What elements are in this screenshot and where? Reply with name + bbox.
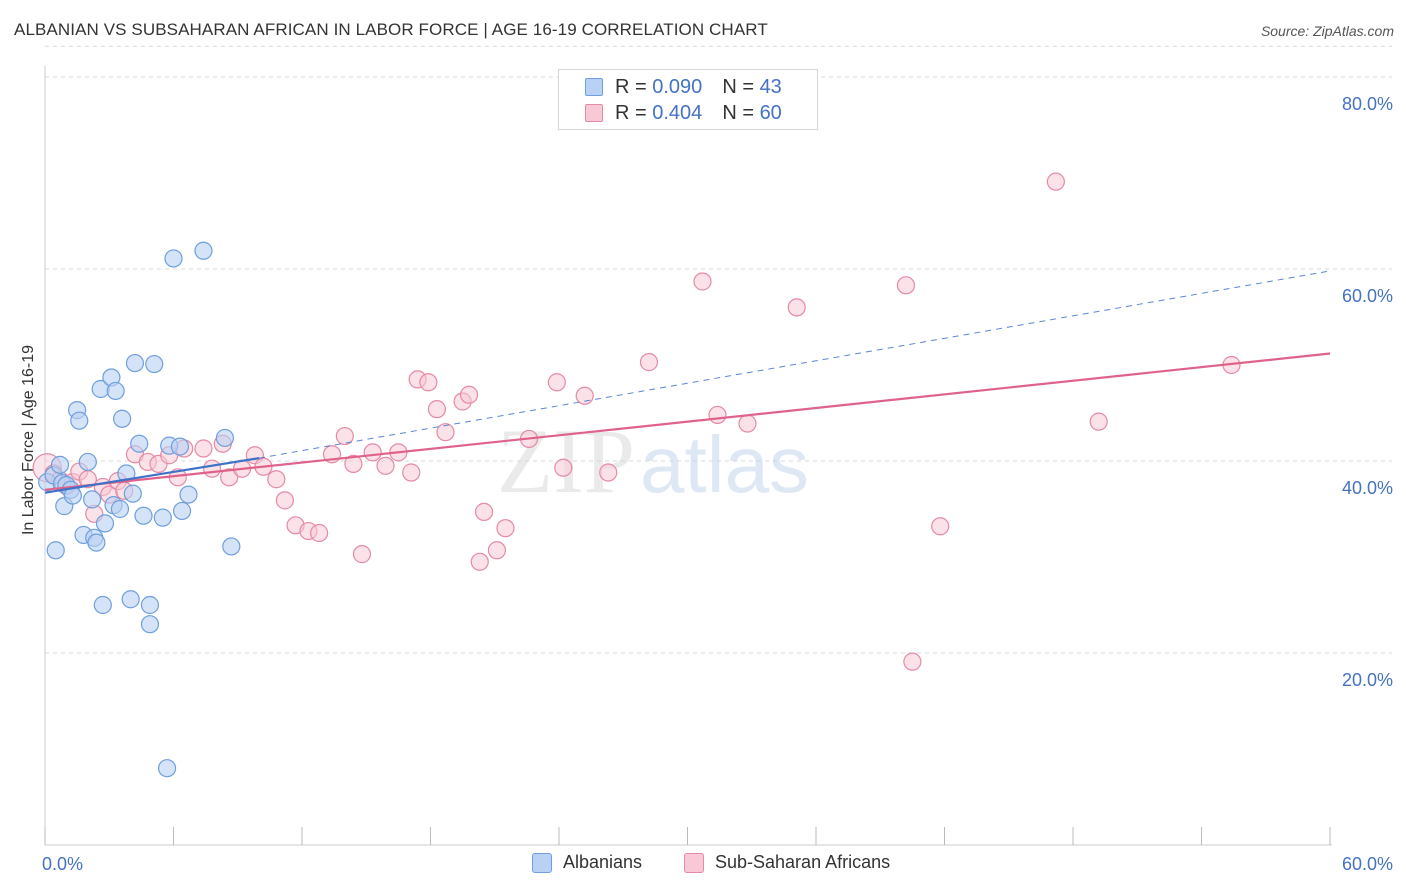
subsaharan-point [267, 470, 286, 489]
subsaharan-point [352, 545, 372, 564]
subsaharan-point [487, 541, 506, 560]
y-tick-label: 60.0% [1342, 286, 1393, 306]
albanian-point [140, 595, 160, 615]
albanian-point [83, 490, 102, 509]
x-tick-label: 60.0% [1342, 854, 1393, 874]
y-tick-label: 80.0% [1342, 94, 1393, 114]
albanian-point [78, 452, 97, 472]
n-value-albanians: 43 [759, 76, 782, 98]
subsaharan-point [310, 523, 329, 543]
subsaharan-point [275, 491, 294, 510]
albanian-point [70, 411, 89, 430]
albanian-point [125, 353, 145, 373]
r-value-albanians: 0.090 [652, 76, 703, 98]
axes [44, 66, 1332, 846]
albanian-trend-line [44, 457, 260, 494]
n-label: N = [722, 76, 760, 98]
subsaharan-point [787, 298, 806, 317]
subsaharan-points [32, 172, 1241, 671]
albanian-trend-extension [259, 270, 1331, 459]
trend-lines [44, 270, 1331, 494]
legend: Albanians Sub-Saharan Africans [0, 852, 1406, 876]
albanian-point [222, 537, 241, 556]
subsaharan-point [496, 519, 515, 538]
albanian-point [87, 533, 106, 552]
albanian-point [112, 409, 132, 428]
stats-text-albanians: R = 0.090 N = 43 [615, 76, 782, 99]
albanian-point [140, 615, 160, 634]
subsaharan-point [903, 652, 922, 671]
grid-lines [45, 45, 1392, 654]
albanian-point [121, 590, 140, 609]
subsaharan-point [402, 463, 421, 482]
subsaharan-point [344, 454, 363, 473]
legend-swatch-subsaharan [684, 853, 704, 873]
albanian-point [50, 455, 70, 474]
albanian-points [38, 241, 241, 778]
subsaharan-point [474, 502, 494, 521]
y-tick-label: 40.0% [1342, 478, 1393, 498]
albanian-point [95, 514, 115, 533]
subsaharan-point [220, 468, 239, 487]
albanian-point [172, 501, 192, 521]
albanian-point [194, 241, 213, 260]
subsaharan-point [419, 373, 438, 392]
albanian-point [157, 759, 177, 778]
albanian-point [110, 499, 130, 519]
subsaharan-point [708, 405, 727, 425]
stats-swatch-albanians [585, 78, 603, 96]
albanian-point [134, 506, 153, 525]
chart-title: ALBANIAN VS SUBSAHARAN AFRICAN IN LABOR … [14, 20, 768, 39]
watermark-atlas: atlas [640, 420, 809, 509]
subsaharan-point [639, 353, 659, 372]
r-label: R = [615, 102, 653, 124]
subsaharan-point [547, 373, 566, 392]
legend-label-subsaharan: Sub-Saharan Africans [715, 852, 891, 872]
subsaharan-point [1089, 412, 1108, 431]
subsaharan-point [470, 552, 489, 571]
y-tick-label: 20.0% [1342, 670, 1393, 690]
subsaharan-point [896, 276, 916, 295]
correlation-stats-box: R = 0.090 N = 43 R = 0.404 N = 60 [558, 69, 818, 130]
albanian-point [145, 354, 164, 374]
n-label: N = [722, 102, 760, 124]
albanian-point [170, 437, 190, 456]
tick-labels: 20.0% 40.0% 60.0% 80.0% 0.0% 60.0% [42, 94, 1393, 874]
subsaharan-point [599, 463, 618, 482]
legend-label-albanians: Albanians [563, 852, 643, 872]
stats-text-subsaharan: R = 0.404 N = 60 [615, 102, 782, 125]
r-label: R = [615, 76, 653, 98]
subsaharan-point [194, 439, 213, 458]
albanian-point [123, 484, 142, 503]
subsaharan-point [363, 443, 382, 462]
albanian-point [93, 595, 112, 615]
legend-swatch-albanians [532, 853, 552, 873]
subsaharan-point [427, 400, 447, 419]
albanian-point [130, 434, 149, 453]
r-value-subsaharan: 0.404 [652, 102, 703, 124]
x-tick-label: 0.0% [42, 854, 83, 874]
subsaharan-point [459, 385, 479, 404]
subsaharan-point [335, 426, 354, 446]
subsaharan-point [738, 414, 757, 433]
subsaharan-point [693, 272, 712, 291]
albanian-point [153, 508, 172, 527]
albanian-point [179, 485, 198, 504]
subsaharan-point [554, 458, 573, 477]
albanian-point [215, 428, 234, 448]
stats-swatch-subsaharan [585, 104, 603, 122]
subsaharan-point [931, 517, 950, 536]
albanian-point [106, 381, 125, 401]
source-credit: Source: ZipAtlas.com [1260, 23, 1394, 39]
subsaharan-point [202, 459, 222, 478]
subsaharan-point [376, 456, 395, 475]
subsaharan-point [436, 423, 455, 442]
subsaharan-trend-line [44, 352, 1331, 491]
albanian-point [164, 249, 183, 268]
subsaharan-point [1046, 172, 1065, 191]
n-value-subsaharan: 60 [759, 102, 782, 124]
albanian-point [46, 541, 65, 560]
